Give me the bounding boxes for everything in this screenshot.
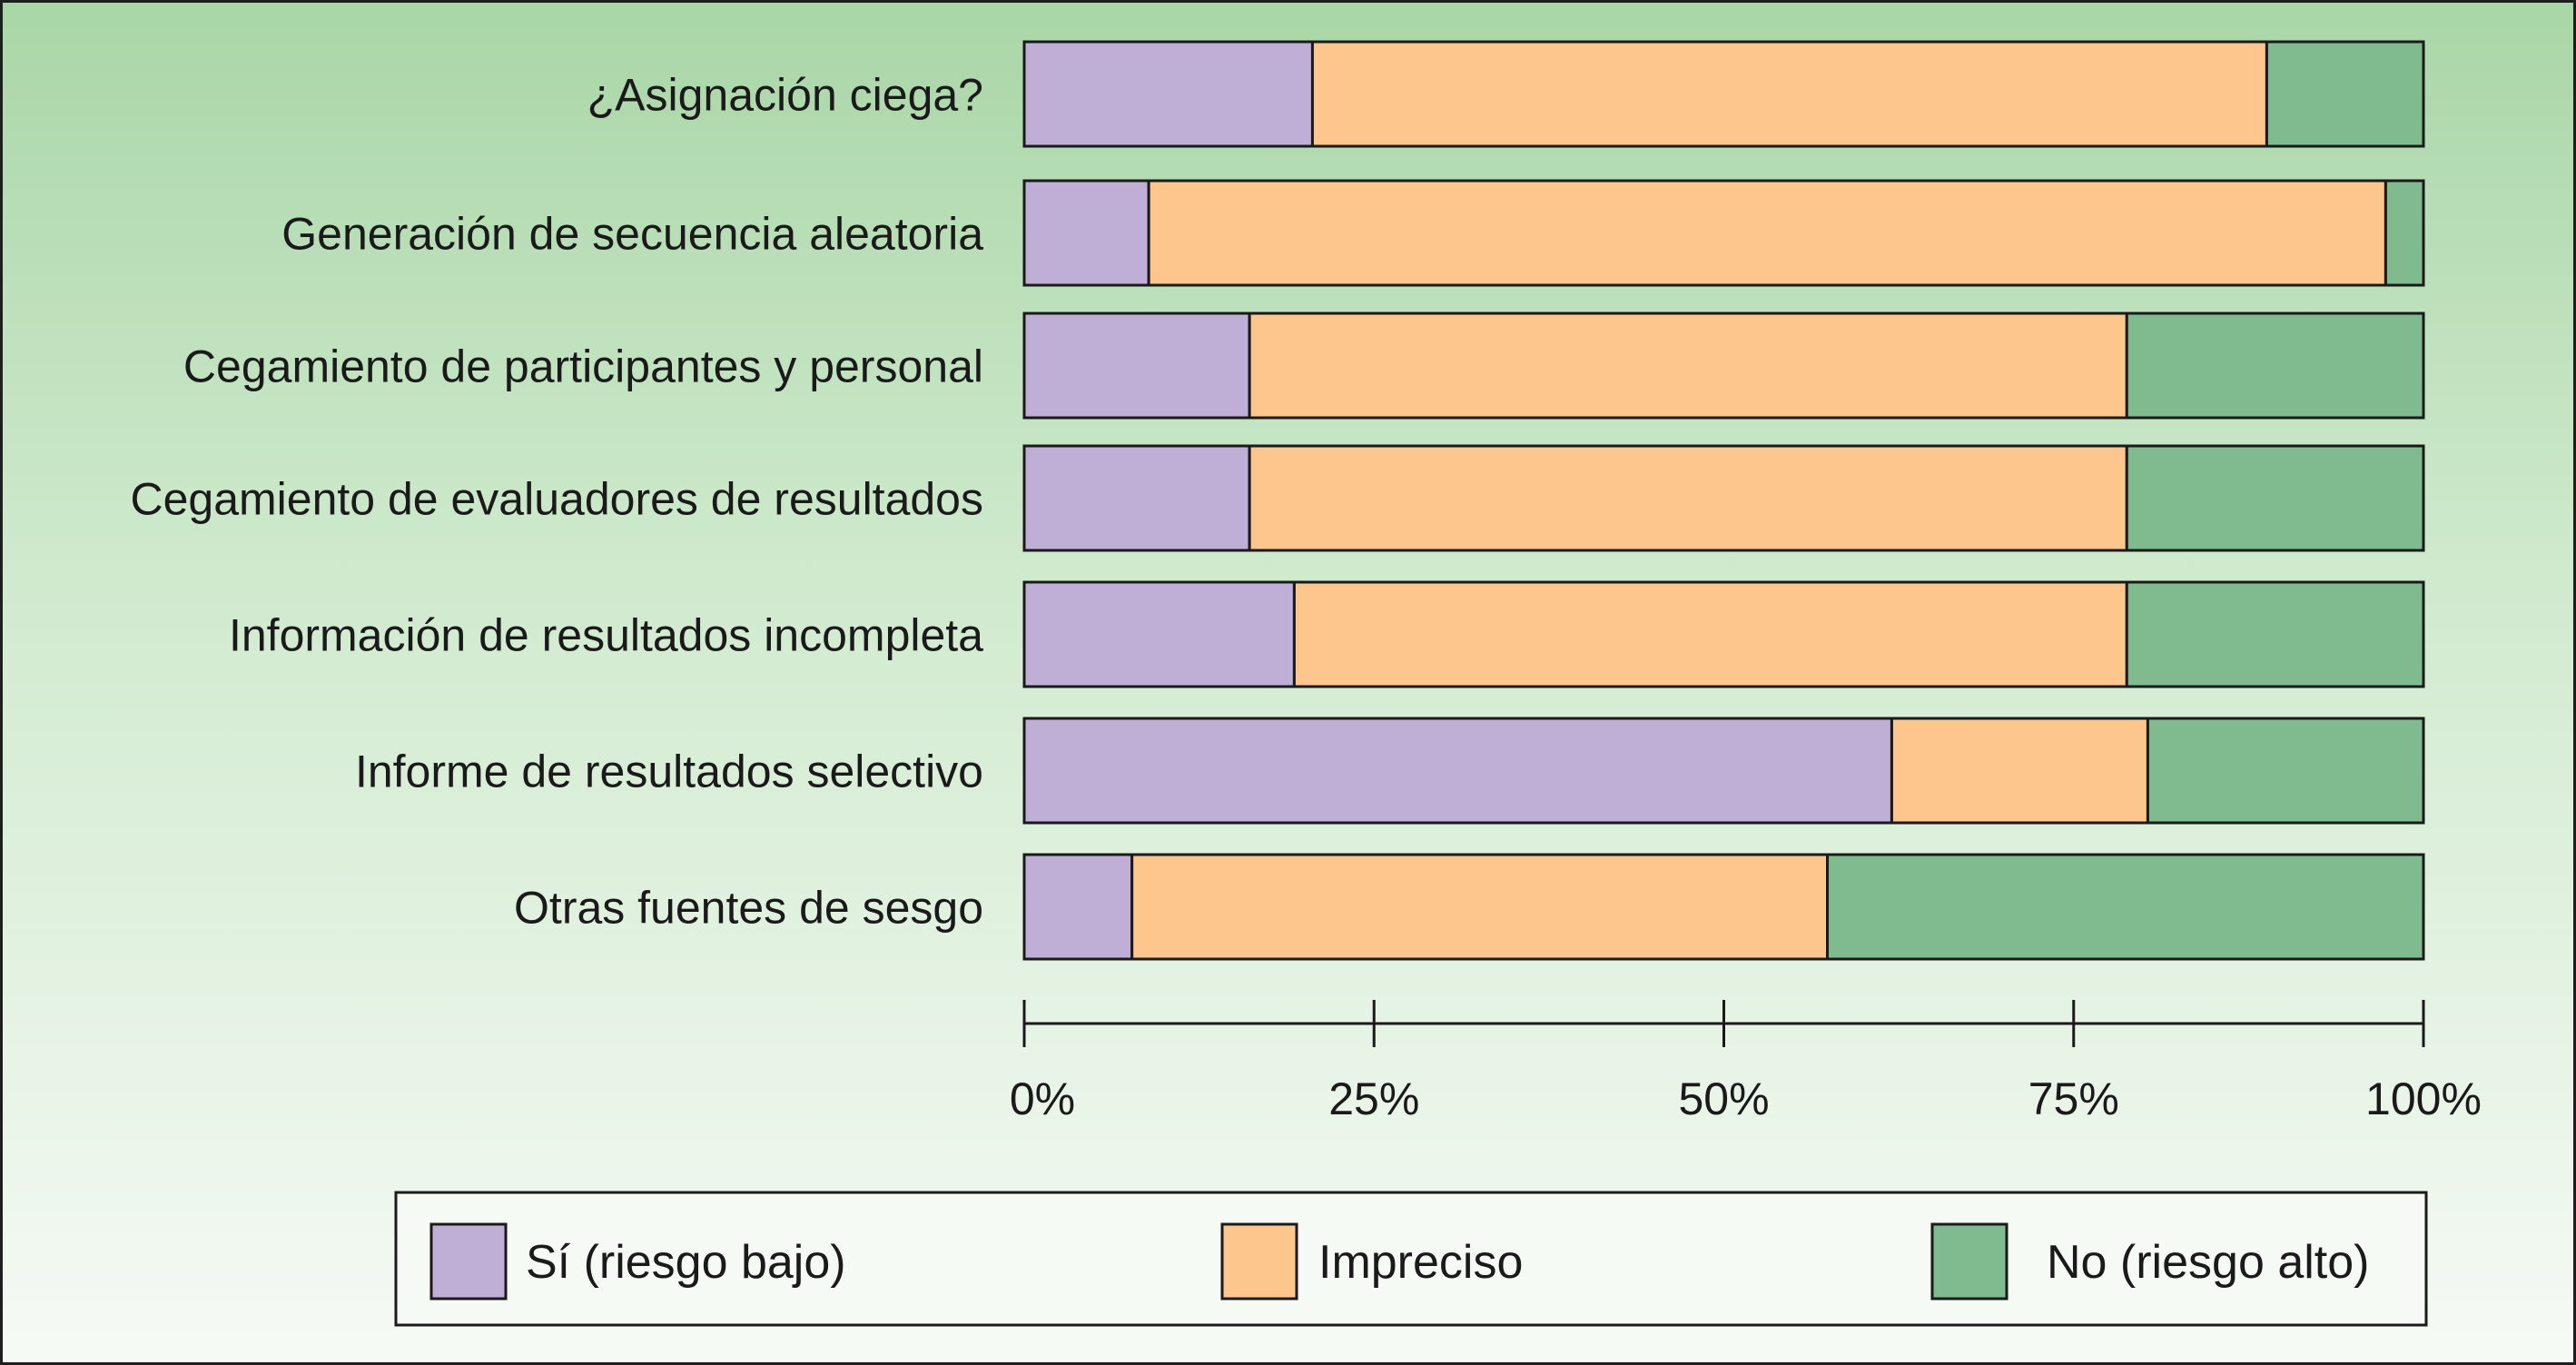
category-labels: ¿Asignación ciega? Generación de secuenci… — [130, 70, 983, 934]
bar-segment-2-row-6 — [1890, 717, 2149, 825]
x-tick-label: 75% — [2028, 1073, 2119, 1124]
category-label: Cegamiento de participantes y personal — [183, 341, 983, 392]
category-label: ¿Asignación ciega? — [587, 70, 983, 121]
category-label: Información de resultados incompleta — [229, 610, 983, 661]
bar-segment-1-row-3 — [1022, 312, 1251, 420]
category-label: Informe de resultados selectivo — [355, 747, 983, 797]
x-tick-label: 100% — [2365, 1073, 2482, 1124]
legend-box — [394, 1191, 2428, 1327]
bar-segment-2-row-3 — [1248, 312, 2128, 420]
bar-segment-3-row-1 — [2265, 40, 2425, 148]
bar-segment-3-row-3 — [2125, 312, 2425, 420]
bar-segment-3-row-5 — [2125, 580, 2425, 688]
bar-segment-3-row-6 — [2146, 717, 2425, 825]
category-label: Cegamiento de evaluadores de resultados — [130, 474, 983, 525]
bar-segment-1-row-4 — [1022, 444, 1251, 552]
category-label: Generación de secuencia aleatoria — [281, 209, 983, 260]
bar-segment-1-row-7 — [1022, 853, 1134, 961]
bar-segment-2-row-1 — [1310, 40, 2268, 148]
bar-segment-3-row-7 — [1826, 853, 2425, 961]
legend-label-3: No (riesgo alto) — [2047, 1236, 2369, 1289]
legend-label-1: Sí (riesgo bajo) — [526, 1236, 846, 1289]
legend-swatch-1 — [429, 1222, 508, 1301]
legend-label-2: Impreciso — [1318, 1236, 1523, 1289]
bar-segment-2-row-7 — [1130, 853, 1830, 961]
x-tick-label: 0% — [1010, 1073, 1075, 1124]
bar-segment-3-row-4 — [2125, 444, 2425, 552]
bar-segment-2-row-5 — [1292, 580, 2128, 688]
bar-segment-2-row-4 — [1248, 444, 2128, 552]
legend-swatch-2 — [1220, 1222, 1298, 1301]
bar-segment-1-row-6 — [1022, 717, 1893, 825]
bar-segment-1-row-2 — [1022, 179, 1150, 287]
bar-area — [1022, 40, 2425, 961]
bar-segment-1-row-5 — [1022, 580, 1296, 688]
x-tick-label: 25% — [1328, 1073, 1419, 1124]
x-tick-label: 50% — [1678, 1073, 1769, 1124]
bar-segment-3-row-2 — [2384, 179, 2425, 287]
risk-of-bias-chart: ¿Asignación ciega? Generación de secuenci… — [130, 40, 2482, 1327]
legend: Sí (riesgo bajo) Impreciso No (riesgo alto… — [394, 1191, 2428, 1327]
x-axis: 0% 25% 50% 75% 100% — [1010, 1000, 2482, 1124]
bar-segment-2-row-2 — [1147, 179, 2387, 287]
legend-swatch-3 — [1930, 1222, 2008, 1301]
category-label: Otras fuentes de sesgo — [514, 883, 983, 934]
bar-segment-1-row-1 — [1022, 40, 1314, 148]
